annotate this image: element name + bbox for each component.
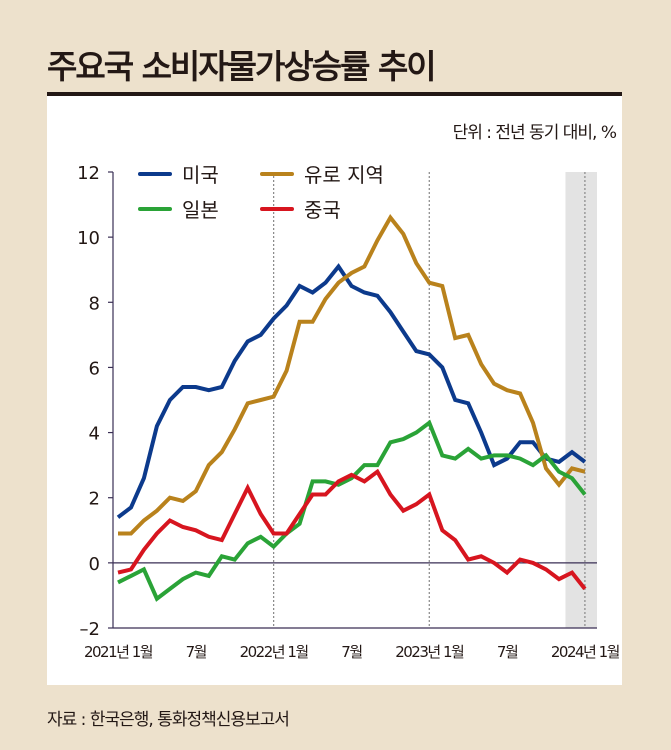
series-line-중국 — [117, 468, 587, 591]
x-tick-label: 2023년 1월 — [395, 643, 464, 661]
unit-label: 단위 : 전년 동기 대비, % — [452, 123, 617, 143]
legend-label: 유로 지역 — [304, 163, 384, 187]
y-tick-label: 6 — [89, 358, 100, 379]
y-tick-label: 2 — [89, 489, 100, 510]
series-line-유로 지역 — [118, 214, 586, 536]
y-tick-label: 10 — [77, 228, 100, 249]
title-underline — [47, 92, 622, 96]
source-note: 자료 : 한국은행, 통화정책신용보고서 — [47, 710, 290, 730]
x-tick-label: 7월 — [186, 643, 207, 661]
x-tick-label: 2021년 1월 — [84, 643, 153, 661]
legend-label: 미국 — [182, 163, 219, 187]
series-line-미국 — [116, 263, 587, 519]
y-tick-label: 4 — [89, 424, 100, 445]
legend-label: 일본 — [182, 198, 219, 222]
y-tick-label: –2 — [80, 619, 100, 640]
chart-title: 주요국 소비자물가상승률 추이 — [47, 47, 437, 86]
shaded-region — [565, 172, 597, 628]
legend-label: 중국 — [304, 198, 341, 222]
y-tick-label: 0 — [89, 554, 100, 575]
x-tick-label: 7월 — [341, 643, 362, 661]
x-tick-label: 7월 — [497, 643, 518, 661]
series-line-일본 — [117, 419, 587, 602]
y-tick-label: 12 — [77, 163, 100, 184]
y-tick-label: 8 — [89, 293, 100, 314]
x-tick-label: 2022년 1월 — [240, 643, 309, 661]
x-tick-label: 2024년 1월 — [551, 643, 620, 661]
chart-panel — [47, 96, 622, 685]
